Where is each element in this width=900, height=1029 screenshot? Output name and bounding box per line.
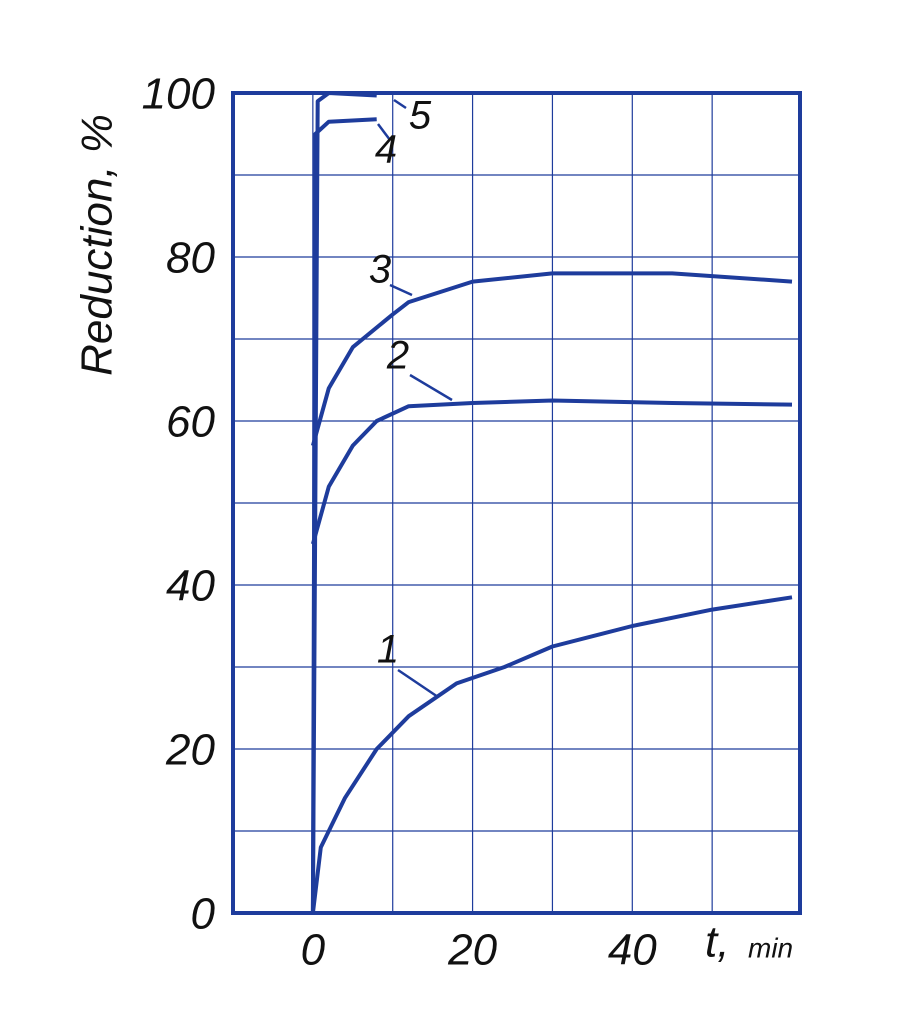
y-tick-label: 60 bbox=[166, 398, 215, 447]
series-label: 2 bbox=[386, 334, 409, 378]
series-label: 1 bbox=[377, 628, 399, 672]
series-line bbox=[310, 271, 793, 447]
leader-line bbox=[397, 668, 439, 699]
y-tick-label: 80 bbox=[166, 234, 215, 283]
leader-line bbox=[393, 98, 407, 110]
series-label: 4 bbox=[375, 128, 397, 172]
leader-line bbox=[409, 373, 453, 402]
y-tick-label: 100 bbox=[142, 70, 216, 119]
x-tick-label: 0 bbox=[301, 926, 326, 975]
x-axis-unit: min bbox=[748, 932, 793, 963]
x-tick-label: 40 bbox=[608, 926, 657, 975]
series-line bbox=[310, 398, 793, 545]
y-tick-label: 0 bbox=[191, 890, 216, 939]
series-line bbox=[310, 595, 793, 914]
leader-line bbox=[377, 123, 391, 141]
series-label: 5 bbox=[409, 94, 432, 138]
leader-line bbox=[389, 283, 413, 297]
plot-frame bbox=[231, 91, 802, 915]
y-tick-label: 40 bbox=[166, 562, 215, 611]
x-tick-label: 20 bbox=[447, 926, 497, 975]
series-line bbox=[310, 91, 377, 914]
series-label: 3 bbox=[369, 248, 391, 292]
y-axis-label: Reduction, % bbox=[73, 114, 122, 376]
y-tick-label: 20 bbox=[165, 726, 215, 775]
x-axis-label: t, bbox=[705, 918, 729, 967]
